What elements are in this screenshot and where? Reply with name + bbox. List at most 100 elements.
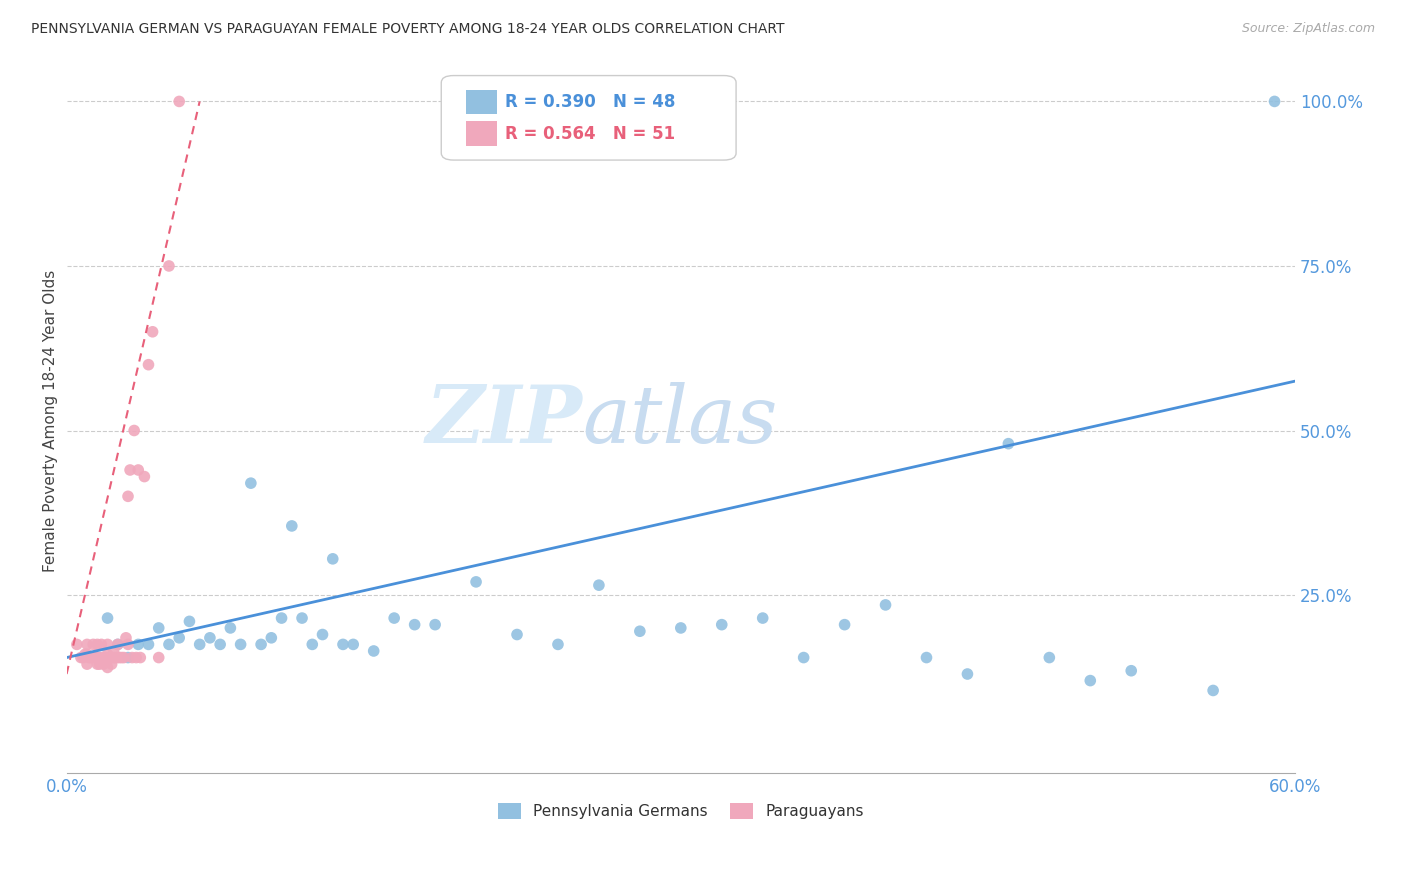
Point [834,617,856,632]
Bar [465,90,496,114]
Point [100,657,122,672]
Point [669,621,692,635]
Point [96,660,118,674]
Point [332,637,354,651]
Point [94,650,117,665]
Point [1202,683,1225,698]
Point [167,95,190,109]
Point [96,647,118,661]
Point [103,650,125,665]
Point [96,637,118,651]
Point [103,644,125,658]
Point [117,650,139,665]
Point [76,657,98,672]
Point [198,631,221,645]
Point [142,325,165,339]
Point [82,650,104,665]
Point [956,667,979,681]
Point [73,647,96,661]
Point [66,637,89,651]
Point [342,637,364,651]
Point [628,624,651,639]
Point [70,650,93,665]
Point [363,644,385,658]
Text: atlas: atlas [582,382,778,459]
Point [129,650,152,665]
Point [875,598,897,612]
Point [1121,664,1143,678]
Point [281,519,304,533]
Point [751,611,773,625]
Point [179,615,201,629]
Point [209,637,232,651]
Point [138,637,160,651]
Point [157,637,180,651]
Point [86,657,108,672]
Point [322,552,344,566]
Point [229,637,252,651]
Y-axis label: Female Poverty Among 18-24 Year Olds: Female Poverty Among 18-24 Year Olds [44,269,58,572]
Point [93,650,115,665]
Point [465,574,488,589]
Text: Source: ZipAtlas.com: Source: ZipAtlas.com [1241,22,1375,36]
Text: PENNSYLVANIA GERMAN VS PARAGUAYAN FEMALE POVERTY AMONG 18-24 YEAR OLDS CORRELATI: PENNSYLVANIA GERMAN VS PARAGUAYAN FEMALE… [31,22,785,37]
Point [1078,673,1101,688]
Point [588,578,610,592]
Point [793,650,815,665]
Point [915,650,938,665]
Point [1264,95,1286,109]
Point [148,621,170,635]
Point [76,647,98,661]
Point [1038,650,1060,665]
Point [120,463,142,477]
Point [72,650,94,665]
Point [506,627,529,641]
Point [122,424,145,438]
Point [239,476,262,491]
Point [100,650,122,665]
Point [219,621,242,635]
Point [301,637,323,651]
Point [127,637,149,651]
Point [404,617,426,632]
Point [90,637,112,651]
Point [710,617,733,632]
Point [89,650,111,665]
Point [104,650,127,665]
Point [98,650,121,665]
Point [107,637,129,651]
Bar [465,121,496,146]
Point [86,637,108,651]
Point [111,650,134,665]
Point [423,617,446,632]
Point [127,463,149,477]
Point [125,650,148,665]
Point [86,650,108,665]
Point [82,637,104,651]
Point [134,469,156,483]
Point [382,611,405,625]
Legend: Pennsylvania Germans, Paraguayans: Pennsylvania Germans, Paraguayans [492,797,870,825]
Point [260,631,283,645]
Point [107,650,129,665]
Point [77,650,100,665]
Point [148,650,170,665]
Point [89,657,111,672]
Point [270,611,292,625]
Point [138,358,160,372]
Point [93,657,115,672]
Point [115,631,138,645]
Point [250,637,273,651]
Point [96,611,118,625]
Point [167,631,190,645]
Text: ZIP: ZIP [426,382,582,459]
Point [188,637,211,651]
Point [117,489,139,503]
Text: R = 0.564   N = 51: R = 0.564 N = 51 [505,125,675,143]
Point [157,259,180,273]
Point [121,650,143,665]
Point [997,436,1019,450]
Point [108,650,131,665]
Point [107,637,129,651]
Text: R = 0.390   N = 48: R = 0.390 N = 48 [505,94,675,112]
